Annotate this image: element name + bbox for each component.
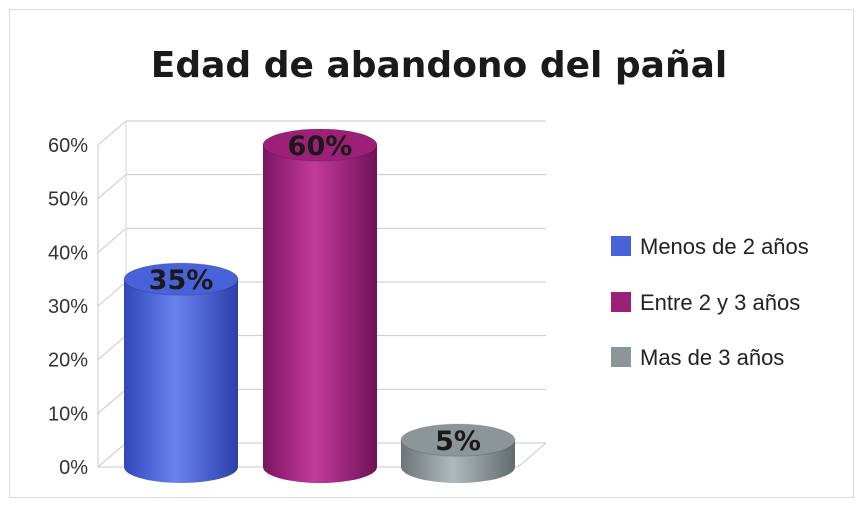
y-tick-label: 40% xyxy=(48,242,88,264)
bar-1 xyxy=(123,262,239,483)
legend: Menos de 2 años Entre 2 y 3 años Mas de 3 … xyxy=(611,234,809,370)
y-tick-label: 0% xyxy=(59,457,88,479)
bar-top xyxy=(123,262,239,296)
data-labels: 35% 60% 5% xyxy=(149,131,481,457)
y-axis: 0% 10% 20% 30% 40% 50% 60% xyxy=(48,135,88,479)
y-tick-label: 60% xyxy=(48,135,88,157)
y-tick-label: 50% xyxy=(48,189,88,211)
legend-swatch xyxy=(611,347,631,367)
bar-body xyxy=(124,279,238,483)
bar-3 xyxy=(400,423,516,483)
chart-title: Edad de abandono del pañal xyxy=(151,45,727,86)
floor-side-edge xyxy=(517,442,547,468)
data-label: 5% xyxy=(435,426,481,457)
legend-label: Mas de 3 años xyxy=(640,345,784,370)
legend-swatch xyxy=(611,292,631,312)
y-tick-label: 20% xyxy=(48,350,88,372)
legend-swatch xyxy=(611,236,631,256)
data-label: 60% xyxy=(288,131,353,162)
bar-2 xyxy=(262,128,378,483)
legend-label: Menos de 2 años xyxy=(640,234,809,259)
gridline-depth xyxy=(97,120,127,146)
gridline-depth xyxy=(97,281,127,307)
y-tick-label: 30% xyxy=(48,296,88,318)
legend-label: Entre 2 y 3 años xyxy=(640,290,800,315)
bar-body xyxy=(263,145,377,483)
gridline-depth xyxy=(97,388,127,414)
gridline-depth xyxy=(97,335,127,361)
gridline-depth xyxy=(97,174,127,200)
bar-top xyxy=(400,423,516,457)
gridline-depth xyxy=(97,442,127,468)
gridline-depth xyxy=(97,227,127,253)
bars xyxy=(123,128,516,483)
bar-top xyxy=(262,128,378,162)
y-tick-label: 10% xyxy=(48,403,88,425)
data-label: 35% xyxy=(149,265,214,296)
